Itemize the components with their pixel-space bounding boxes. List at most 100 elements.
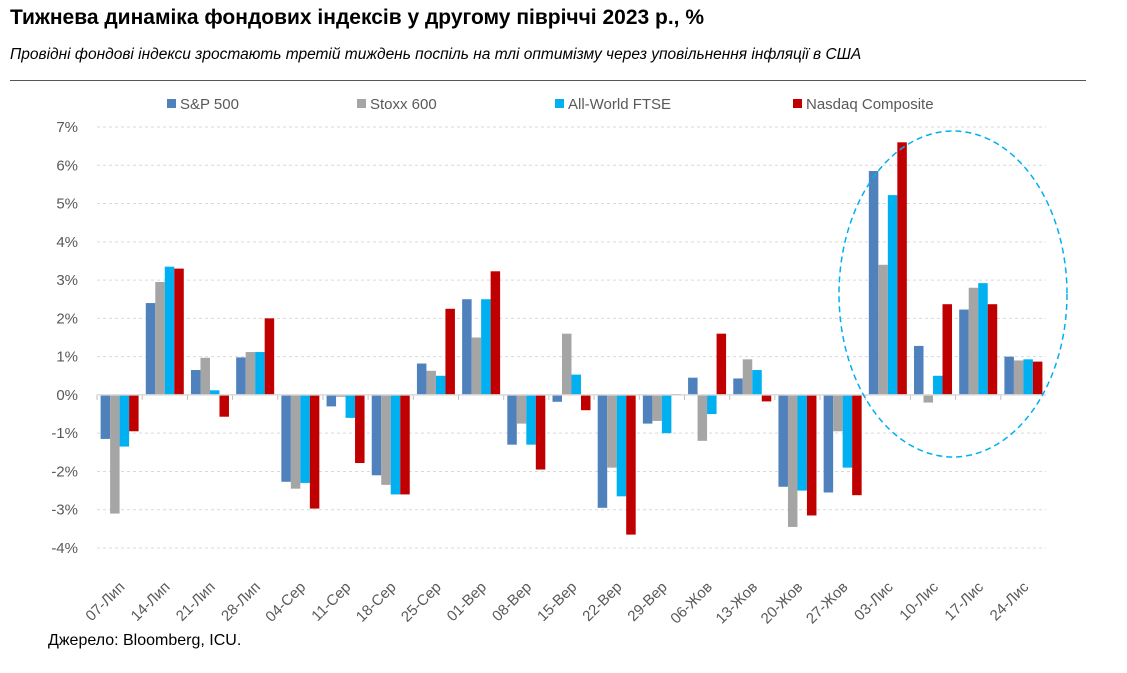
bar-stoxx-600 [968,287,979,395]
y-tick-label: 7% [56,119,78,136]
bar-stoxx-600 [426,370,436,395]
legend-label: Stoxx 600 [370,96,437,113]
highlight-ellipse [838,130,1068,458]
bar-s-p-500 [642,394,653,424]
bar-s-p-500 [236,357,246,395]
x-tick-label: 21-Лип [173,579,219,625]
bar-all-world-ftse [164,266,175,395]
bar-all-world-ftse [345,394,356,418]
bar-s-p-500 [959,309,969,395]
bar-stoxx-600 [245,352,256,395]
x-tick-label: 06-Жов [667,579,716,628]
chart-title: Тижнева динаміка фондових індексів у дру… [10,6,705,29]
bar-s-p-500 [462,299,472,395]
bar-all-world-ftse [1023,359,1033,395]
x-tick-label: 04-Сер [262,579,309,626]
legend-swatch [555,99,564,108]
bar-stoxx-600 [742,359,753,395]
bar-nasdaq-composite [581,394,591,411]
x-tick-label: 07-Лип [82,579,128,625]
legend-label: All-World FTSE [568,96,671,113]
bar-nasdaq-composite [897,142,907,395]
divider [10,80,1086,81]
bar-all-world-ftse [481,299,491,395]
bar-all-world-ftse [209,390,220,395]
bar-s-p-500 [823,394,834,493]
bar-stoxx-600 [923,394,934,403]
bar-stoxx-600 [697,394,708,441]
bar-nasdaq-composite [355,394,365,464]
bar-s-p-500 [688,377,698,395]
bar-stoxx-600 [336,394,346,397]
bar-all-world-ftse [887,195,898,395]
bar-stoxx-600 [833,394,843,432]
bar-s-p-500 [190,370,201,395]
legend-label: S&P 500 [180,96,239,113]
x-tick-label: 28-Лип [218,579,264,625]
bar-all-world-ftse [752,370,762,395]
y-tick-label: 1% [56,349,78,366]
x-tick-label: 22-Вер [579,579,625,625]
bar-nasdaq-composite [535,394,546,470]
x-tick-label: 17-Лис [942,578,988,624]
bar-stoxx-600 [155,282,165,395]
y-tick-label: -2% [51,463,78,480]
bar-all-world-ftse [842,394,853,468]
bar-nasdaq-composite [852,394,862,496]
bar-s-p-500 [914,345,924,395]
bar-all-world-ftse [390,394,401,495]
bar-s-p-500 [1004,356,1014,395]
bar-s-p-500 [597,394,608,508]
bar-nasdaq-composite [987,304,998,395]
bar-all-world-ftse [526,394,536,445]
bar-s-p-500 [371,394,382,476]
bar-nasdaq-composite [219,394,229,417]
bar-nasdaq-composite [942,304,953,395]
chart-subtitle: Провідні фондові індекси зростають треті… [10,46,862,63]
x-tick-label: 20-Жов [758,579,807,628]
bar-stoxx-600 [110,394,120,514]
bar-stoxx-600 [516,394,527,424]
bar-all-world-ftse [797,394,807,491]
y-tick-label: 2% [56,310,78,327]
legend-swatch [357,99,366,108]
bar-s-p-500 [145,303,156,395]
bar-nasdaq-composite [490,271,501,395]
bar-stoxx-600 [562,333,572,395]
bar-s-p-500 [552,394,562,402]
y-tick-label: 5% [56,196,78,213]
bar-stoxx-600 [1013,360,1024,395]
source-note: Джерело: Bloomberg, ICU. [48,632,242,649]
bar-stoxx-600 [607,394,617,468]
bar-all-world-ftse [119,394,130,447]
y-tick-label: -1% [51,425,78,442]
bar-stoxx-600 [878,264,888,395]
bar-s-p-500 [416,363,427,395]
bar-s-p-500 [281,394,291,482]
y-tick-label: 0% [56,387,78,404]
y-tick-label: -4% [51,540,78,557]
x-tick-label: 14-Лип [128,579,174,625]
bar-all-world-ftse [933,375,943,395]
bar-all-world-ftse [978,283,988,395]
bar-nasdaq-composite [309,394,320,509]
bar-all-world-ftse [571,374,581,395]
bar-s-p-500 [868,171,879,395]
bar-nasdaq-composite [626,394,636,535]
bar-all-world-ftse [661,394,672,434]
bar-s-p-500 [778,394,788,487]
bar-stoxx-600 [652,394,662,421]
bar-nasdaq-composite [1032,361,1043,395]
bar-s-p-500 [507,394,517,445]
x-tick-label: 10-Лис [896,578,942,624]
bar-nasdaq-composite [174,268,184,395]
y-tick-label: 6% [56,157,78,174]
bar-stoxx-600 [787,394,798,527]
x-tick-label: 29-Вер [624,579,670,625]
x-tick-label: 01-Вер [444,579,490,625]
x-tick-label: 15-Вер [534,579,580,625]
bar-nasdaq-composite [400,394,410,495]
x-tick-label: 18-Сер [353,579,400,626]
